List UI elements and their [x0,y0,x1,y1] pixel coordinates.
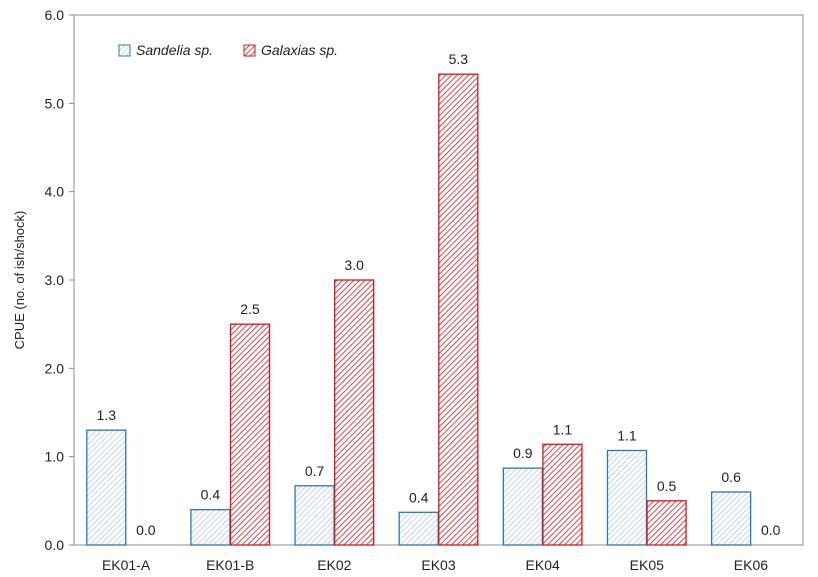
legend-label-galaxias: Galaxias sp. [261,42,338,58]
bar-galaxias-ek04 [542,443,583,546]
value-labels: 1.3 0.4 0.7 0.4 0.9 1.1 0.6 0.0 2.5 3.0 5.3 1.1 0.5 0… [97,51,781,538]
data-label: 0.5 [657,478,677,494]
bar-galaxias-ek02 [334,279,375,546]
x-tick-label: EK01-B [206,557,254,573]
x-tick-label: EK04 [526,557,560,573]
x-tick-label: EK05 [630,557,664,573]
y-axis: 0.0 1.0 2.0 3.0 4.0 5.0 6.0 [45,7,74,553]
bar-sandelia-ek05 [606,449,648,546]
x-tick-label: EK06 [734,557,768,573]
x-tick-label: EK01-A [102,557,151,573]
data-label: 3.0 [344,257,364,273]
bar-sandelia-ek01-b [190,509,231,546]
data-label: 2.5 [240,301,260,317]
data-label: 0.0 [136,522,156,538]
y-tick-label: 2.0 [45,360,65,376]
bar-galaxias-ek01-b [229,323,271,546]
y-axis-title: CPUE (no. of ish/shock) [12,211,27,350]
legend-swatch-galaxias [243,44,256,57]
legend-swatch-sandelia [118,44,131,57]
x-tick-label: EK03 [421,557,455,573]
x-tick-label: EK02 [317,557,351,573]
y-tick-label: 3.0 [45,272,65,288]
bar-sandelia-ek06 [710,491,752,546]
bar-sandelia-ek03 [398,511,439,546]
y-tick-label: 5.0 [45,95,65,111]
bar-sandelia-ek01-a [86,429,127,546]
y-tick-label: 4.0 [45,184,65,200]
y-tick-label: 1.0 [45,449,65,465]
bar-galaxias-ek03 [438,73,479,546]
x-axis: EK01-A EK01-B EK02 EK03 EK04 EK05 EK06 [102,557,768,573]
data-label: 0.0 [761,522,781,538]
data-label: 0.6 [721,469,741,485]
data-label: 0.4 [201,487,221,503]
legend-label-sandelia: Sandelia sp. [136,42,213,58]
y-tick-label: 0.0 [45,537,65,553]
data-label: 1.3 [97,407,117,423]
bar-sandelia-ek02 [294,485,335,546]
data-label: 1.1 [617,427,637,443]
data-label: 0.7 [305,463,325,479]
bar-sandelia-ek04 [502,467,543,546]
bars [86,73,752,546]
data-label: 5.3 [449,51,469,67]
legend: Sandelia sp. Galaxias sp. [118,42,338,58]
data-label: 0.9 [513,445,533,461]
bar-galaxias-ek05 [646,500,687,546]
data-label: 1.1 [553,421,573,437]
data-label: 0.4 [409,489,429,505]
y-tick-label: 6.0 [45,7,65,23]
